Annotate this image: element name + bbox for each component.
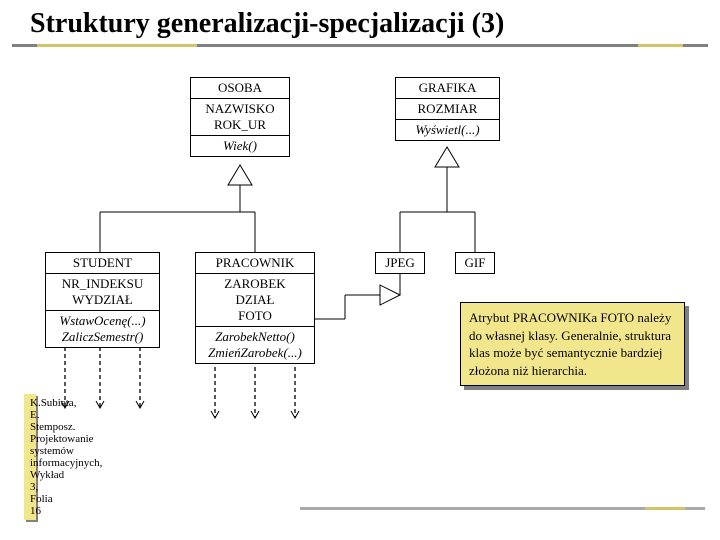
diagram-canvas: OSOBA NAZWISKO ROK_UR Wiek() GRAFIKA ROZ… (0, 47, 720, 487)
class-name: PRACOWNIK (196, 253, 314, 273)
class-name: GIF (456, 253, 494, 273)
class-ops: Wiek() (191, 135, 289, 156)
class-grafika: GRAFIKA ROZMIAR Wyświetl(...) (395, 77, 500, 141)
class-ops: ZarobekNetto() ZmieńZarobek(...) (196, 326, 314, 363)
class-student: STUDENT NR_INDEKSU WYDZIAŁ WstawOcenę(..… (45, 252, 160, 348)
class-pracownik: PRACOWNIK ZAROBEK DZIAŁ FOTO ZarobekNett… (195, 252, 315, 364)
footer-separator (300, 507, 705, 510)
footer-citation: K.Subieta, E. Stemposz. Projektowanie sy… (24, 394, 36, 520)
page-title: Struktury generalizacji-specjalizacji (3… (0, 0, 720, 44)
class-attrs: NR_INDEKSU WYDZIAŁ (46, 273, 159, 310)
class-ops: Wyświetl(...) (396, 119, 499, 140)
class-osoba: OSOBA NAZWISKO ROK_UR Wiek() (190, 77, 290, 157)
class-ops: WstawOcenę(...) ZaliczSemestr() (46, 310, 159, 347)
class-attrs: NAZWISKO ROK_UR (191, 98, 289, 135)
annotation-note: Atrybut PRACOWNIKa FOTO należy do własne… (460, 302, 685, 386)
class-name: OSOBA (191, 78, 289, 98)
class-gif: GIF (455, 252, 495, 274)
class-name: GRAFIKA (396, 78, 499, 98)
class-attrs: ROZMIAR (396, 98, 499, 119)
class-jpeg: JPEG (375, 252, 425, 274)
class-name: JPEG (376, 253, 424, 273)
class-attrs: ZAROBEK DZIAŁ FOTO (196, 273, 314, 326)
class-name: STUDENT (46, 253, 159, 273)
